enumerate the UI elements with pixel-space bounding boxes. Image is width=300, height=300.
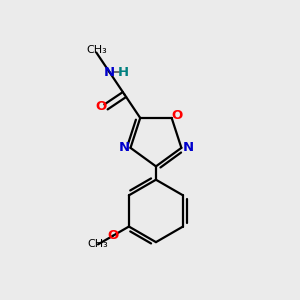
Text: O: O <box>95 100 106 113</box>
Text: N: N <box>104 66 115 79</box>
Text: CH₃: CH₃ <box>88 239 108 249</box>
Text: N: N <box>118 141 130 154</box>
Text: O: O <box>108 229 119 242</box>
Text: O: O <box>171 109 183 122</box>
Text: CH₃: CH₃ <box>86 45 107 55</box>
Text: N: N <box>182 141 194 154</box>
Text: H: H <box>117 66 128 79</box>
